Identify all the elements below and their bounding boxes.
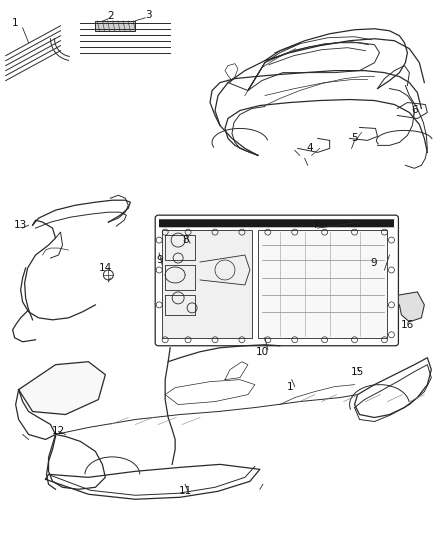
Polygon shape xyxy=(19,362,106,415)
Text: 3: 3 xyxy=(145,10,152,20)
Text: 15: 15 xyxy=(351,367,364,377)
Text: 9: 9 xyxy=(157,255,163,265)
Text: 6: 6 xyxy=(411,106,418,116)
Text: 11: 11 xyxy=(178,486,192,496)
Text: 12: 12 xyxy=(52,426,65,437)
Text: 13: 13 xyxy=(14,220,27,230)
Bar xyxy=(95,21,135,31)
Bar xyxy=(162,230,252,338)
Text: 7: 7 xyxy=(312,220,319,230)
Text: 14: 14 xyxy=(99,263,112,273)
Bar xyxy=(159,219,395,227)
Text: 8: 8 xyxy=(182,235,188,245)
Text: 4: 4 xyxy=(307,143,313,154)
Bar xyxy=(258,230,388,338)
Text: 2: 2 xyxy=(107,11,113,21)
Text: 9: 9 xyxy=(370,258,377,268)
Text: 1: 1 xyxy=(286,382,293,392)
Text: 10: 10 xyxy=(256,347,269,357)
Text: 5: 5 xyxy=(351,133,358,143)
Text: 1: 1 xyxy=(11,18,18,28)
FancyBboxPatch shape xyxy=(155,215,399,346)
Polygon shape xyxy=(399,292,424,322)
Text: 16: 16 xyxy=(401,320,414,330)
